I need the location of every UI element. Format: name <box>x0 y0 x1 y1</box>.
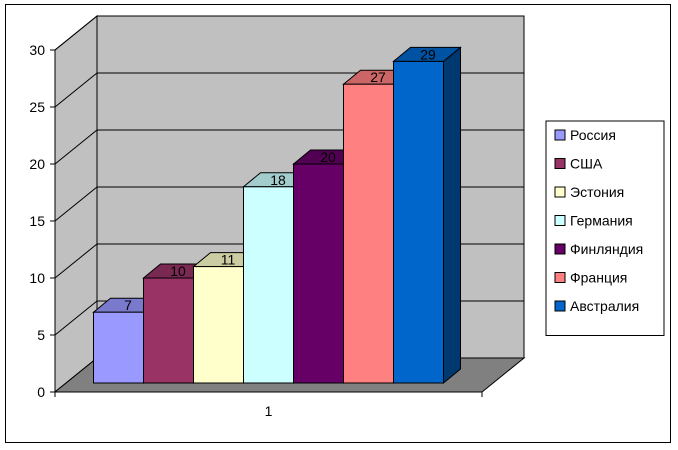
y-tick-label: 10 <box>29 270 45 286</box>
legend-box <box>545 120 665 336</box>
y-tick-label: 5 <box>37 327 45 343</box>
bar <box>93 311 144 384</box>
data-label: 29 <box>420 46 436 62</box>
legend-entry: Франция <box>570 270 627 286</box>
legend-swatch <box>554 272 566 283</box>
y-tick-label: 15 <box>29 213 45 229</box>
data-label: 10 <box>170 263 186 279</box>
legend-entry: Россия <box>570 127 616 143</box>
bar <box>343 83 394 384</box>
legend-entry: Финляндия <box>570 241 643 257</box>
legend-entry: США <box>570 156 603 172</box>
y-tick-label: 25 <box>29 99 45 115</box>
legend-swatch <box>554 158 566 169</box>
data-label: 7 <box>124 297 132 313</box>
bar <box>293 163 344 384</box>
bar <box>393 60 444 384</box>
data-label: 18 <box>270 172 286 188</box>
legend-swatch <box>554 300 566 312</box>
legend-entry: Австралия <box>570 298 639 314</box>
data-label: 20 <box>320 149 336 165</box>
gridline <box>54 15 524 51</box>
bar <box>143 277 194 384</box>
y-tick-label: 0 <box>37 384 45 400</box>
legend-entry: Эстония <box>570 184 624 200</box>
chart-axes: 0 5 10 15 20 25 30 1 <box>29 42 483 419</box>
y-tick-label: 20 <box>29 156 45 172</box>
bar-side <box>443 46 461 385</box>
legend-entry: Германия <box>570 213 633 229</box>
chart-data-labels: 7 10 11 18 20 27 29 <box>124 46 436 313</box>
legend-swatch <box>554 215 566 226</box>
chart-legend: Россия США Эстония Германия Финляндия Франция… <box>545 120 665 336</box>
data-label: 27 <box>370 69 386 85</box>
legend-swatch <box>554 129 566 141</box>
x-tick-label: 1 <box>265 403 273 419</box>
data-label: 11 <box>221 252 236 268</box>
legend-swatch <box>554 186 566 198</box>
y-tick-label: 30 <box>29 42 45 58</box>
bar <box>193 266 244 384</box>
legend-swatch <box>554 243 566 255</box>
bar <box>243 186 294 384</box>
chart-bars <box>92 46 462 385</box>
